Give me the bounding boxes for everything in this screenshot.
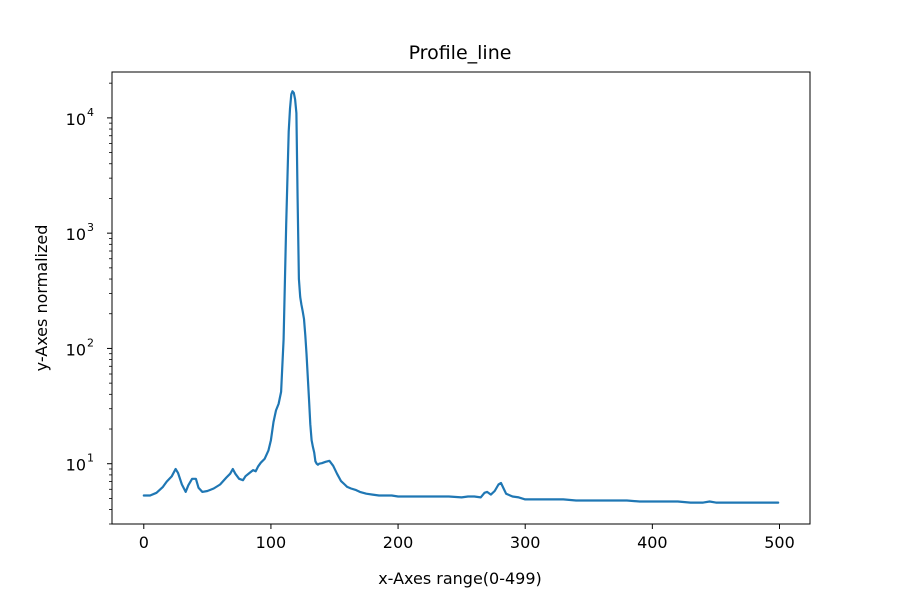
- y-tick-label: 10: [66, 456, 86, 475]
- axes-frame: [111, 71, 811, 525]
- y-axis-title: y-Axes normalized: [32, 225, 51, 372]
- x-tick-label: 200: [383, 533, 414, 552]
- x-axis-title: x-Axes range(0-499): [378, 569, 542, 588]
- y-tick-label: 10: [66, 340, 86, 359]
- x-tick-label: 100: [256, 533, 287, 552]
- y-tick-exponent: 4: [87, 106, 94, 119]
- x-tick-label: 400: [637, 533, 668, 552]
- y-tick-exponent: 1: [87, 452, 94, 465]
- series-line-0: [142, 90, 780, 504]
- x-tick-label: 300: [510, 533, 541, 552]
- chart-title: Profile_line: [409, 42, 512, 64]
- y-tick-exponent: 3: [87, 221, 94, 234]
- y-tick-label: 10: [66, 110, 86, 129]
- y-tick-exponent: 2: [87, 336, 94, 349]
- y-tick-label: 10: [66, 225, 86, 244]
- x-tick-label: 0: [139, 533, 149, 552]
- x-tick-label: 500: [764, 533, 795, 552]
